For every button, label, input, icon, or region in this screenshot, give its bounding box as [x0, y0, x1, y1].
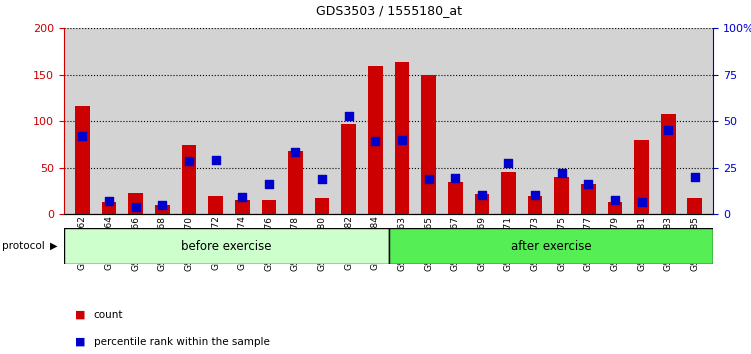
Point [635, 199, 647, 205]
Bar [288, 151, 303, 214]
Bar [155, 205, 170, 214]
Bar [128, 193, 143, 214]
Bar [475, 194, 489, 214]
Text: ■: ■ [75, 337, 86, 347]
Bar [235, 200, 249, 214]
Point [423, 176, 435, 182]
Bar [581, 184, 596, 214]
Point [609, 198, 621, 203]
Bar [528, 195, 542, 214]
Point [529, 192, 541, 198]
Point [130, 204, 142, 210]
Bar [102, 202, 116, 214]
FancyBboxPatch shape [64, 228, 389, 264]
Point [476, 192, 488, 198]
Point [210, 158, 222, 163]
Point [582, 182, 594, 187]
Text: before exercise: before exercise [181, 240, 272, 252]
Text: percentile rank within the sample: percentile rank within the sample [94, 337, 270, 347]
Bar [342, 124, 356, 214]
Point [689, 174, 701, 180]
Bar [315, 198, 330, 214]
Bar [368, 67, 383, 214]
Bar [448, 182, 463, 214]
Bar [261, 200, 276, 214]
Text: after exercise: after exercise [511, 240, 591, 252]
Bar [75, 106, 90, 214]
Point [183, 158, 195, 164]
Point [263, 181, 275, 186]
Text: ▶: ▶ [50, 241, 58, 251]
Point [237, 194, 249, 199]
Bar [608, 202, 623, 214]
Text: ■: ■ [75, 310, 86, 320]
Bar [394, 62, 409, 214]
Bar [635, 140, 649, 214]
Bar [687, 198, 702, 214]
Bar [182, 145, 196, 214]
Bar [208, 195, 223, 214]
Bar [501, 172, 516, 214]
Point [662, 127, 674, 132]
Point [156, 202, 168, 208]
FancyBboxPatch shape [389, 228, 713, 264]
Bar [421, 75, 436, 214]
Text: protocol: protocol [2, 241, 44, 251]
Point [77, 133, 89, 139]
Point [369, 138, 382, 144]
Point [289, 149, 301, 155]
Point [103, 198, 115, 204]
Bar [661, 114, 675, 214]
Text: count: count [94, 310, 123, 320]
Bar [554, 177, 569, 214]
Text: GDS3503 / 1555180_at: GDS3503 / 1555180_at [315, 4, 462, 17]
Point [502, 160, 514, 166]
Point [556, 170, 568, 176]
Point [396, 137, 408, 143]
Point [316, 176, 328, 182]
Point [449, 175, 461, 181]
Point [342, 113, 354, 119]
